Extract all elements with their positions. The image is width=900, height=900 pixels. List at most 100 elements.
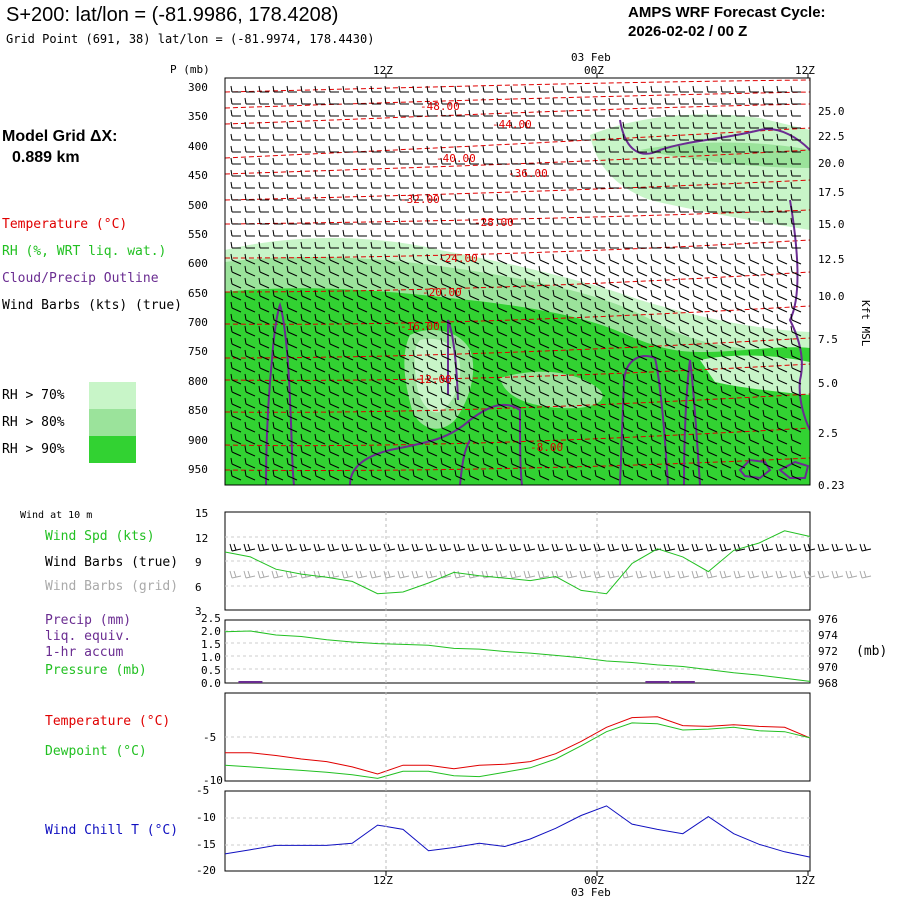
surface-barb-true — [565, 543, 578, 552]
wind-barb — [384, 409, 396, 421]
wind-barb — [636, 421, 648, 433]
wind-barb — [748, 349, 760, 361]
wind-barb — [398, 121, 409, 129]
wind-barb — [482, 229, 493, 237]
wind-barb — [482, 361, 494, 373]
wind-barb — [286, 193, 297, 201]
surface-barb-true — [439, 543, 452, 552]
wind-barb — [566, 277, 578, 289]
precip-label: Precip (mm) — [45, 613, 132, 628]
wind-barb — [412, 217, 423, 225]
legend-cloud-outline: Cloud/Precip Outline — [2, 271, 159, 286]
wind-barb — [734, 325, 746, 337]
wind-barb — [762, 361, 774, 373]
wind-barb — [776, 313, 788, 325]
wind-barb — [608, 397, 620, 409]
wind-barb — [314, 121, 325, 129]
wind-barb — [748, 385, 760, 397]
surface-barb-grid — [509, 570, 522, 579]
wind-barb — [300, 361, 312, 373]
wind-barb — [538, 409, 550, 421]
wind-barb — [566, 229, 577, 237]
wind-barb — [258, 325, 270, 337]
surface-barb-true — [551, 543, 564, 552]
wind-barb — [678, 133, 689, 141]
wind-barb — [776, 397, 788, 409]
wind-barb — [524, 421, 536, 433]
wind-barb — [272, 121, 283, 129]
wind-barb — [762, 433, 774, 445]
surface-barb-grid — [635, 570, 648, 579]
wind-barb — [258, 121, 269, 129]
isotherm-label-10: -8.00 — [530, 441, 564, 454]
wind-barb — [524, 277, 536, 289]
wind-barb — [734, 265, 746, 277]
wind-barb — [482, 433, 494, 445]
wind-barb — [314, 433, 326, 445]
wind-barb — [370, 325, 382, 337]
wind-barb — [524, 181, 535, 189]
wind-barb — [314, 133, 325, 141]
wind-barb — [426, 469, 438, 481]
wind-barb — [706, 421, 718, 433]
wind-barb — [636, 205, 647, 213]
wind-barb — [692, 121, 703, 129]
wind-barb — [692, 181, 703, 189]
wind-barb — [664, 157, 675, 165]
wind-barb — [762, 445, 774, 457]
wind-barb — [622, 109, 633, 117]
wind-barb — [244, 421, 256, 433]
wind-barb — [384, 325, 396, 337]
page-title: S+200: lat/lon = (-81.9986, 178.4208) — [6, 4, 339, 26]
wind-barb — [342, 217, 353, 225]
wind-barb — [356, 85, 367, 93]
wind-barb — [762, 97, 773, 105]
wind-panel-grid — [225, 536, 810, 587]
wind-barb — [258, 337, 270, 349]
wind-barb — [566, 193, 577, 201]
wind-barb — [706, 193, 717, 201]
wind-barb — [244, 385, 256, 397]
wind-barb — [440, 313, 452, 325]
wind-barb — [384, 397, 396, 409]
wind-barb — [566, 97, 577, 105]
wind-barb — [678, 409, 690, 421]
wind-barb — [594, 469, 606, 481]
surface-barb-grid — [411, 570, 424, 579]
wind-barb — [790, 289, 802, 301]
wind-barb — [524, 325, 536, 337]
pressure-tick-550: 550 — [188, 227, 208, 241]
wind-barb — [300, 457, 312, 469]
wind-barb — [342, 433, 354, 445]
surface-barb-grid — [439, 570, 452, 579]
wind-barb — [342, 121, 353, 129]
wind-barb — [286, 265, 298, 277]
wind-barb — [524, 217, 535, 225]
wind-barb — [594, 421, 606, 433]
windchill-label: Wind Chill T (°C) — [45, 823, 179, 838]
precip-y-tick-5: 2.5 — [201, 612, 221, 625]
wind-barb — [342, 97, 353, 105]
wind-barb — [230, 469, 242, 481]
wind-barb — [426, 133, 437, 141]
wind-barb — [566, 433, 578, 445]
wind-barb — [692, 373, 704, 385]
wind-barb — [468, 169, 479, 177]
wind-barb — [230, 433, 242, 445]
wind-barb — [594, 277, 606, 289]
wind-barb — [790, 253, 802, 265]
wind-barb — [790, 301, 802, 313]
wind-barb — [244, 253, 256, 265]
wind-barb — [496, 265, 508, 277]
wind-barb — [426, 337, 438, 349]
wind-barb — [594, 217, 605, 225]
wind-barb — [370, 457, 382, 469]
wind-barb — [552, 97, 563, 105]
wind-barb — [566, 205, 577, 213]
wind-barb — [384, 181, 395, 189]
wind-barb — [776, 277, 788, 289]
wind-barb — [258, 277, 270, 289]
wind-barb — [650, 457, 662, 469]
wind-barb — [370, 289, 382, 301]
wind-barb — [594, 457, 606, 469]
